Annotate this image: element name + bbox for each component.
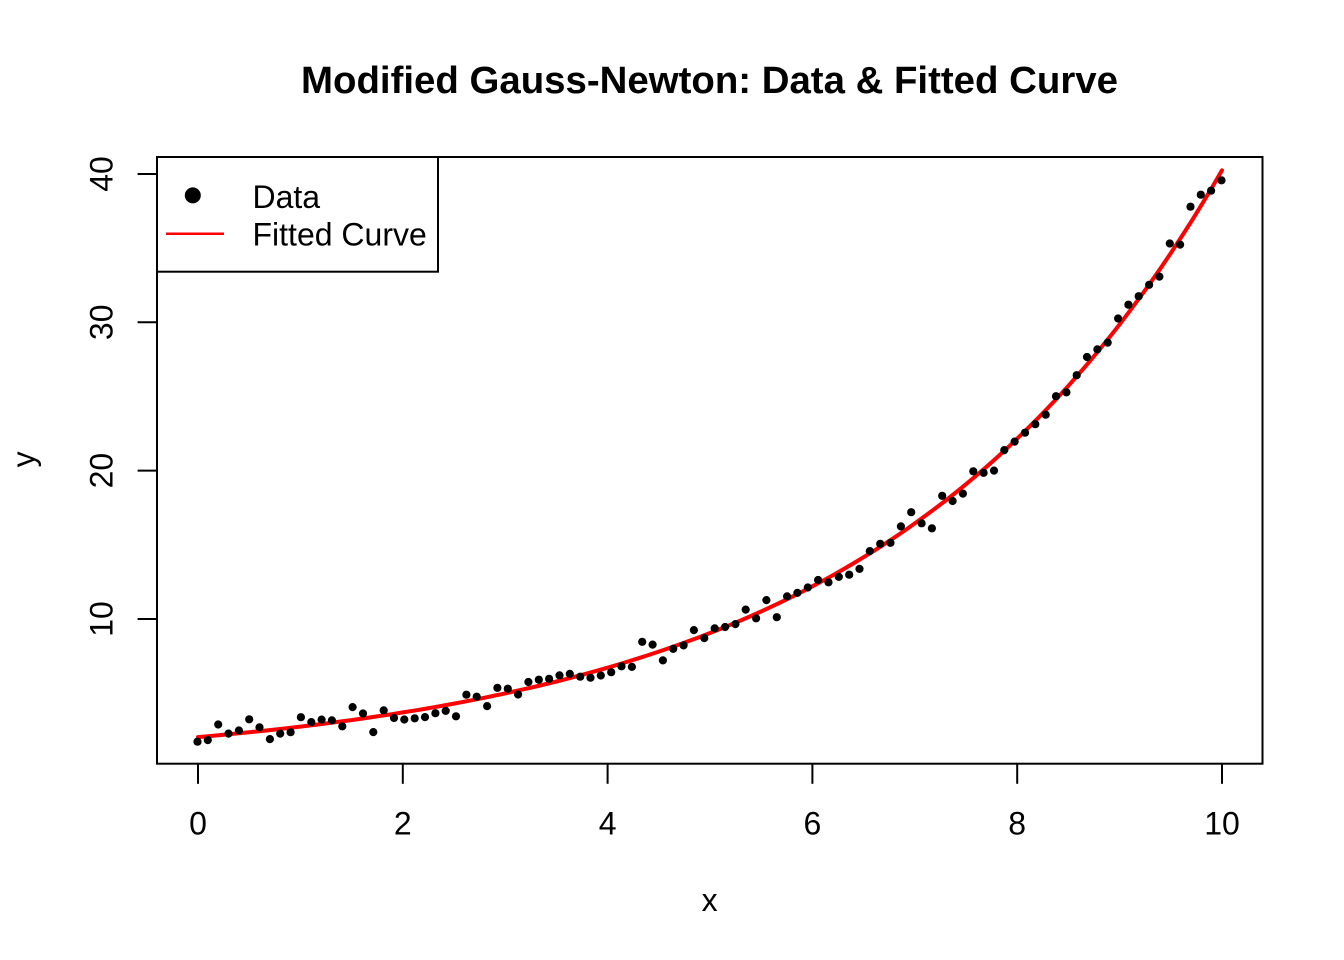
svg-text:40: 40 bbox=[84, 156, 120, 192]
svg-text:2: 2 bbox=[394, 806, 412, 842]
svg-text:6: 6 bbox=[804, 806, 822, 842]
svg-text:8: 8 bbox=[1008, 806, 1026, 842]
svg-text:10: 10 bbox=[84, 601, 120, 637]
svg-text:20: 20 bbox=[84, 453, 120, 489]
svg-text:0: 0 bbox=[189, 806, 207, 842]
svg-text:x: x bbox=[702, 882, 718, 918]
svg-text:Fitted Curve: Fitted Curve bbox=[253, 217, 427, 253]
svg-text:30: 30 bbox=[84, 305, 120, 341]
svg-text:Modified Gauss-Newton: Data &: Modified Gauss-Newton: Data & Fitted Cur… bbox=[301, 59, 1118, 102]
svg-text:4: 4 bbox=[599, 806, 617, 842]
svg-text:10: 10 bbox=[1204, 806, 1240, 842]
svg-text:Data: Data bbox=[253, 179, 321, 215]
svg-text:y: y bbox=[6, 451, 42, 467]
